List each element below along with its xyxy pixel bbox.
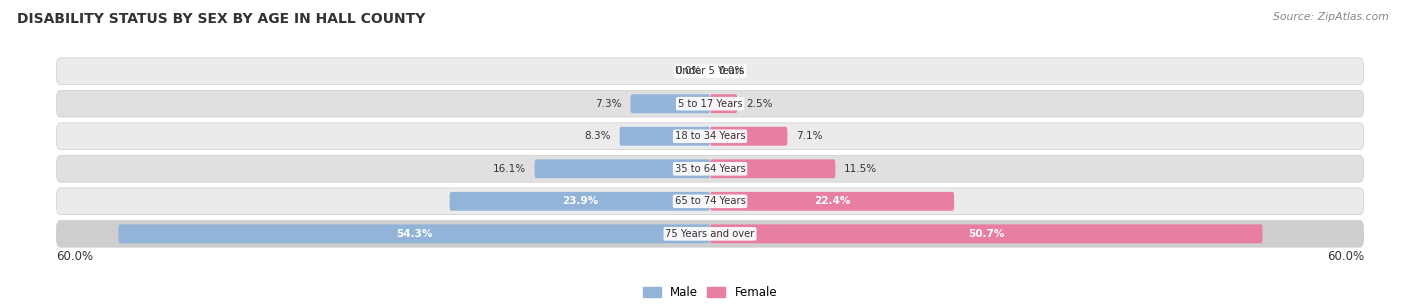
Text: 75 Years and over: 75 Years and over (665, 229, 755, 239)
FancyBboxPatch shape (56, 90, 1364, 117)
FancyBboxPatch shape (710, 127, 787, 146)
Text: 0.0%: 0.0% (675, 66, 702, 76)
FancyBboxPatch shape (620, 127, 710, 146)
Text: 60.0%: 60.0% (56, 250, 93, 263)
FancyBboxPatch shape (710, 159, 835, 178)
FancyBboxPatch shape (56, 58, 1364, 84)
FancyBboxPatch shape (56, 123, 1364, 149)
Text: 60.0%: 60.0% (1327, 250, 1364, 263)
Text: 23.9%: 23.9% (562, 196, 598, 206)
FancyBboxPatch shape (56, 156, 1364, 182)
Text: Source: ZipAtlas.com: Source: ZipAtlas.com (1274, 12, 1389, 22)
FancyBboxPatch shape (56, 221, 1364, 247)
Text: 5 to 17 Years: 5 to 17 Years (678, 99, 742, 109)
FancyBboxPatch shape (450, 192, 710, 211)
Text: 7.1%: 7.1% (796, 131, 823, 141)
FancyBboxPatch shape (710, 224, 1263, 243)
FancyBboxPatch shape (710, 192, 955, 211)
Text: 0.0%: 0.0% (718, 66, 745, 76)
Text: Under 5 Years: Under 5 Years (675, 66, 745, 76)
Text: 7.3%: 7.3% (595, 99, 621, 109)
FancyBboxPatch shape (118, 224, 710, 243)
Text: 65 to 74 Years: 65 to 74 Years (675, 196, 745, 206)
FancyBboxPatch shape (710, 94, 737, 113)
Text: DISABILITY STATUS BY SEX BY AGE IN HALL COUNTY: DISABILITY STATUS BY SEX BY AGE IN HALL … (17, 12, 425, 26)
FancyBboxPatch shape (630, 94, 710, 113)
Text: 2.5%: 2.5% (747, 99, 772, 109)
Text: 22.4%: 22.4% (814, 196, 851, 206)
FancyBboxPatch shape (534, 159, 710, 178)
Legend: Male, Female: Male, Female (643, 286, 778, 299)
Text: 18 to 34 Years: 18 to 34 Years (675, 131, 745, 141)
Text: 50.7%: 50.7% (969, 229, 1004, 239)
Text: 11.5%: 11.5% (844, 164, 877, 174)
Text: 35 to 64 Years: 35 to 64 Years (675, 164, 745, 174)
Text: 54.3%: 54.3% (396, 229, 433, 239)
Text: 16.1%: 16.1% (492, 164, 526, 174)
FancyBboxPatch shape (56, 188, 1364, 215)
Text: 8.3%: 8.3% (585, 131, 610, 141)
